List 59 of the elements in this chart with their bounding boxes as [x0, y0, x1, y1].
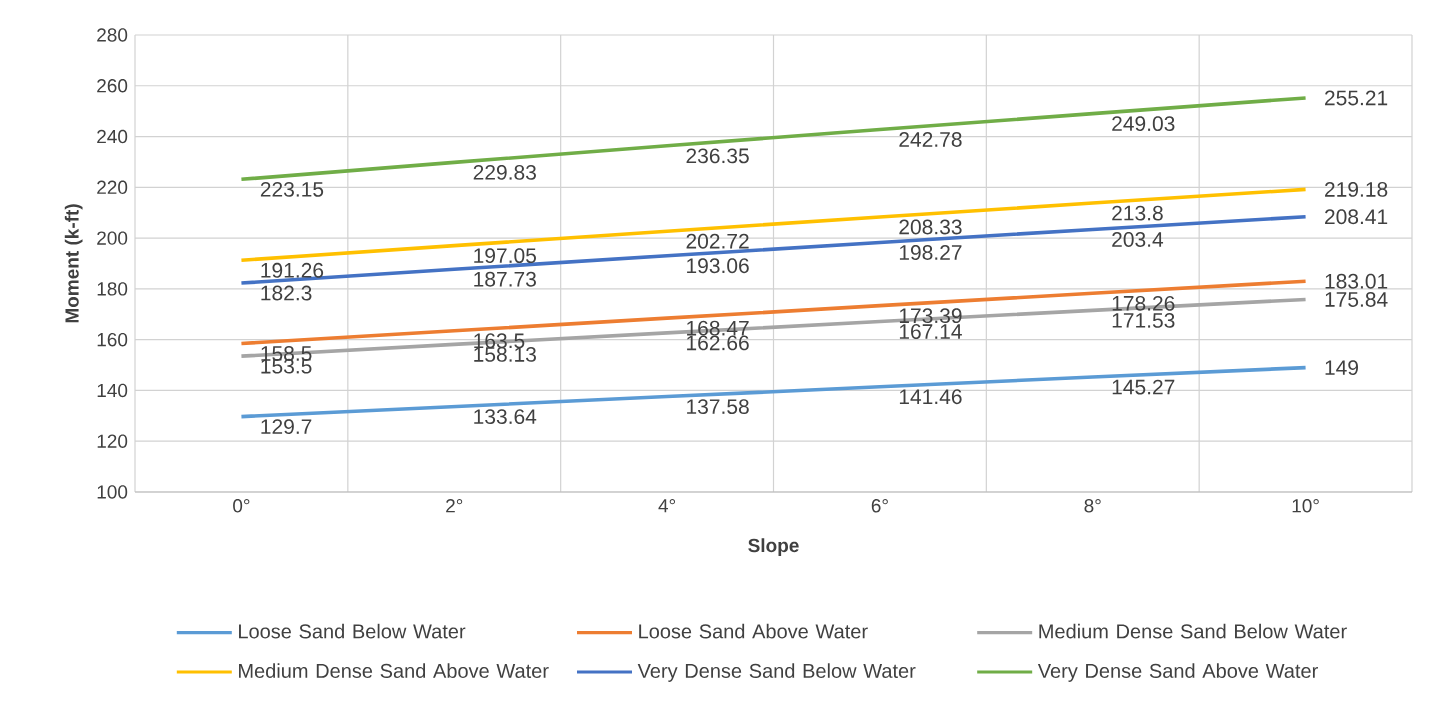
x-tick-label: 4° [658, 499, 676, 513]
data-label: 255.21 [1325, 90, 1388, 106]
data-label: 168.47 [687, 320, 749, 336]
data-label: 202.72 [686, 233, 749, 249]
data-label: 178.26 [1112, 295, 1175, 311]
data-label: 182.3 [261, 285, 312, 301]
legend-label: Loose Sand Below Water [239, 623, 466, 639]
legend-label: Medium Dense Sand Above Water [239, 663, 549, 678]
data-label: 158.13 [474, 346, 536, 362]
data-label: 208.33 [899, 219, 962, 235]
data-label: 162.66 [687, 335, 749, 351]
data-label: 236.35 [686, 148, 749, 164]
data-label: 219.18 [1325, 181, 1388, 197]
data-label: 171.53 [1112, 312, 1175, 328]
data-label: 208.41 [1325, 209, 1388, 225]
data-label: 173.39 [899, 308, 962, 324]
y-tick-label: 220 [97, 180, 128, 195]
data-label: 141.46 [899, 389, 962, 405]
x-tick-label: 6° [871, 499, 888, 513]
data-label: 163.5 [474, 333, 525, 349]
data-label: 198.27 [899, 245, 962, 260]
data-label: 129.7 [261, 419, 312, 435]
data-label: 167.14 [899, 324, 962, 339]
data-label: 133.64 [474, 409, 537, 425]
data-label: 145.27 [1112, 379, 1175, 395]
legend-label: Loose Sand Above Water [639, 623, 868, 639]
data-label: 249.03 [1112, 116, 1175, 132]
legend-label: Very Dense Sand Above Water [1037, 663, 1318, 682]
x-tick-label: 8° [1084, 499, 1101, 513]
y-axis-title: Moment (k-ft) [64, 204, 83, 323]
x-tick-label: 10° [1292, 499, 1319, 513]
x-tick-label: 2° [446, 499, 463, 513]
x-tick-label: 0° [233, 499, 250, 513]
y-tick-label: 180 [97, 282, 128, 296]
data-label: 137.58 [687, 399, 749, 415]
data-label: 223.15 [260, 181, 324, 197]
y-tick-label: 120 [97, 434, 128, 448]
y-tick-label: 200 [97, 231, 128, 245]
data-label: 213.8 [1112, 205, 1163, 221]
y-tick-label: 240 [97, 129, 128, 144]
y-tick-label: 140 [97, 383, 128, 398]
data-label: 149 [1325, 360, 1358, 376]
data-label: 183.01 [1325, 273, 1388, 289]
line-series [239, 96, 1308, 182]
y-tick-label: 260 [97, 79, 128, 93]
data-label: 203.4 [1112, 232, 1164, 247]
legend-label: Very Dense Sand Below Water [637, 663, 916, 682]
y-tick-label: 100 [97, 485, 128, 499]
data-label: 242.78 [899, 132, 962, 147]
y-tick-label: 160 [97, 332, 128, 347]
data-label: 175.84 [1325, 292, 1388, 307]
data-label: 197.05 [474, 248, 536, 264]
legend-label: Medium Dense Sand Below Water [1039, 623, 1347, 639]
data-label: 187.73 [474, 271, 536, 287]
data-label: 193.06 [687, 258, 749, 274]
y-tick-label: 280 [97, 28, 128, 42]
data-label: 191.26 [261, 262, 324, 278]
x-axis-title: Slope [748, 538, 799, 556]
data-label: 229.83 [473, 164, 536, 180]
